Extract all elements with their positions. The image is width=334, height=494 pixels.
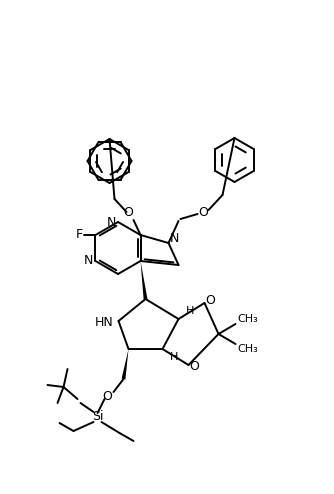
Text: Si: Si — [92, 411, 103, 423]
Text: CH₃: CH₃ — [237, 344, 258, 354]
Text: O: O — [199, 206, 208, 218]
Polygon shape — [141, 261, 147, 299]
Text: CH₃: CH₃ — [237, 314, 258, 324]
Text: O: O — [124, 206, 134, 219]
Text: H: H — [186, 306, 195, 316]
Polygon shape — [122, 349, 129, 379]
Text: N: N — [106, 216, 116, 230]
Text: O: O — [103, 389, 113, 403]
Text: N: N — [170, 232, 179, 245]
Text: O: O — [206, 294, 215, 307]
Text: HN: HN — [95, 316, 114, 329]
Text: O: O — [190, 361, 199, 373]
Text: F: F — [76, 229, 83, 242]
Text: N: N — [84, 253, 93, 266]
Text: H: H — [170, 352, 179, 362]
